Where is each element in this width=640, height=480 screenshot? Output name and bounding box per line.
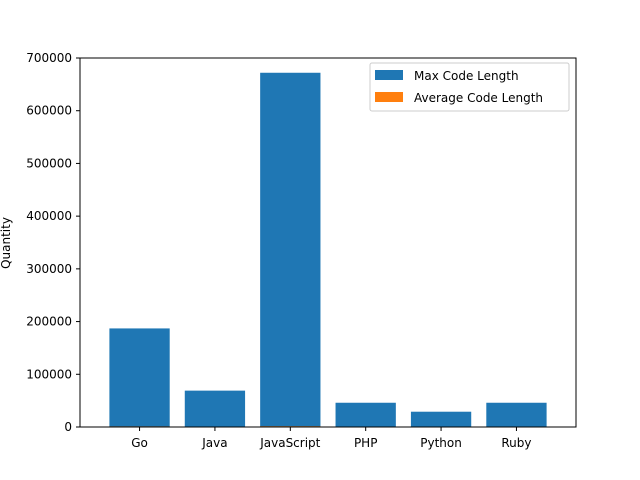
legend-swatch-average-code-length [375,92,403,102]
bar-max-go [109,328,170,427]
axes-layer: 0 100000 200000 300000 400000 500000 600000 700… [26,51,577,450]
legend: Max Code Length Average Code Length [369,62,570,112]
bar-max-java [184,390,246,427]
y-tick-label: 600000 [26,104,72,118]
y-axis-label: Quantity [0,217,13,269]
plot-frame [79,57,577,428]
x-tick-label: PHP [354,436,378,450]
y-tick-label: 400000 [26,209,72,223]
bars-layer [109,72,547,427]
x-tick-label: Go [131,436,148,450]
x-tick-label: Ruby [501,436,531,450]
y-tick-label: 300000 [26,262,72,276]
bar-max-javascript [260,72,321,427]
x-tick-label: Java [201,436,227,450]
y-tick-label: 700000 [26,51,72,65]
y-tick-label: 0 [64,420,72,434]
legend-label-average-code-length: Average Code Length [414,91,543,105]
bar-max-python [410,411,472,427]
y-tick-label: 100000 [26,367,72,381]
x-tick-label: Python [420,436,462,450]
x-tick-label: JavaScript [259,436,320,450]
legend-swatch-max-code-length [375,70,403,80]
bar-max-php [335,402,396,427]
bar-max-ruby [486,402,547,427]
y-tick-label: 200000 [26,315,72,329]
legend-frame [369,62,570,112]
y-tick-label: 500000 [26,156,72,170]
legend-label-max-code-length: Max Code Length [414,69,519,83]
